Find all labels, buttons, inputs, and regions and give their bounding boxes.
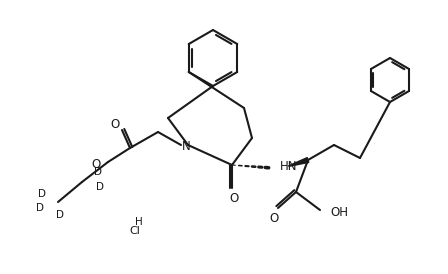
Text: O: O bbox=[92, 158, 101, 170]
Text: D: D bbox=[36, 203, 44, 213]
Text: OH: OH bbox=[330, 206, 348, 218]
Polygon shape bbox=[289, 158, 309, 166]
Text: N: N bbox=[181, 139, 190, 153]
Text: H: H bbox=[135, 217, 143, 227]
Text: O: O bbox=[269, 212, 279, 224]
Text: HN: HN bbox=[280, 159, 297, 173]
Text: D: D bbox=[94, 167, 102, 177]
Text: D: D bbox=[38, 189, 46, 199]
Text: Cl: Cl bbox=[129, 226, 140, 236]
Text: D: D bbox=[96, 182, 104, 192]
Text: O: O bbox=[229, 192, 239, 204]
Text: D: D bbox=[56, 210, 64, 220]
Text: O: O bbox=[110, 118, 120, 132]
